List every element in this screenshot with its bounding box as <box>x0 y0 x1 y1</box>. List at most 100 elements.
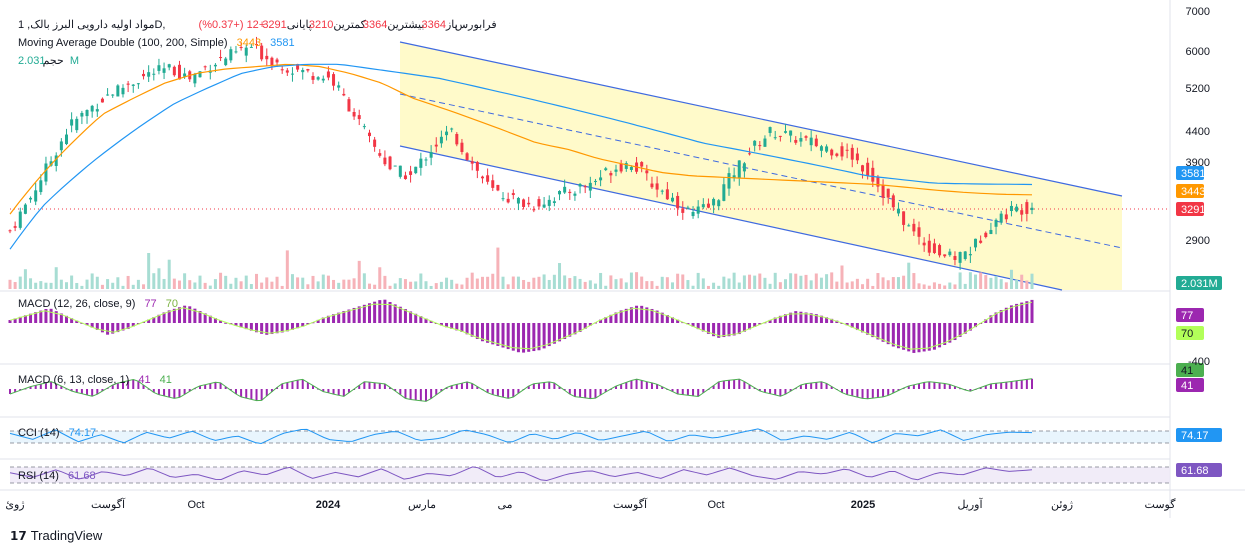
volume-bar <box>450 279 454 289</box>
volume-bar <box>522 279 526 289</box>
macd1-hist-bar <box>64 315 68 323</box>
volume-bar <box>280 285 284 289</box>
macd1-hist-bar <box>260 323 264 334</box>
macd1-hist-bar <box>568 323 572 337</box>
volume-legend[interactable]: حجم 2.031M <box>18 55 79 67</box>
macd2-hist-bar <box>260 389 263 401</box>
macd1-hist-bar <box>609 314 613 323</box>
volume-bar <box>1020 274 1024 289</box>
macd2-hist-bar <box>399 389 402 395</box>
macd1-hist-bar <box>701 323 705 332</box>
time-tick-label: ژوئ <box>5 499 24 511</box>
macd2-hist-bar <box>224 386 227 389</box>
volume-bar <box>126 275 130 289</box>
macd1-hist-bar <box>845 323 849 326</box>
rsi-pane[interactable] <box>9 466 1170 484</box>
time-tick-label: ژوئن <box>1051 499 1073 511</box>
macd2-hist-bar <box>661 386 664 389</box>
macd2-hist-bar <box>281 383 284 389</box>
macd1-hist-bar <box>671 317 675 323</box>
header-legend[interactable]: مواد اوليه دارويى البرز بالک, 1D, فرابور… <box>18 19 497 31</box>
macd2-hist-bar <box>142 385 145 389</box>
macd1-hist-bar <box>712 323 716 337</box>
volume-bar <box>932 282 936 289</box>
macd1-hist-bar <box>342 311 346 323</box>
volume-bar <box>219 272 223 289</box>
volume-bar <box>270 281 274 289</box>
volume-bar <box>681 274 685 289</box>
macd2-hist-bar <box>748 384 751 389</box>
macd1-hist-bar <box>527 323 531 352</box>
open-value: 3364 <box>421 19 445 31</box>
macd2-label: MACD (6, 13, close, 1) <box>18 374 129 386</box>
candle-body <box>116 85 120 97</box>
volume-bar <box>29 278 33 289</box>
macd2-hist-bar <box>50 381 53 389</box>
channel-lower-line[interactable] <box>399 145 1063 291</box>
candle-body <box>542 204 546 208</box>
macd2-hist-bar <box>1010 381 1013 389</box>
cci-legend[interactable]: CCI (14) 74.17 <box>18 427 96 439</box>
volume-bar <box>383 275 387 289</box>
candle-body <box>963 251 967 260</box>
candle-body <box>753 140 757 146</box>
macd1-hist-bar <box>994 312 998 323</box>
price-pane[interactable] <box>8 36 1171 291</box>
macd1-hist-bar <box>147 319 151 323</box>
macd1-hist-bar <box>629 307 633 323</box>
macd2-hist-bar <box>579 389 582 398</box>
ma-legend[interactable]: Moving Average Double (100, 200, Simple)… <box>18 37 295 49</box>
volume-bar <box>691 285 695 289</box>
candle-body <box>470 161 474 164</box>
macd1-legend[interactable]: MACD (12, 26, close, 9) 77 70 <box>18 298 178 310</box>
time-axis[interactable]: ژوئ آگوست Oct 2024 مارس می آگوست Oct 2025 آوریل ژو… <box>5 498 1176 511</box>
macd2-hist-bar <box>1020 380 1023 389</box>
macd2-pane[interactable] <box>9 378 1033 402</box>
macd1-axis-tick: -400 <box>1188 356 1210 368</box>
volume-bar <box>70 275 74 289</box>
macd1-hist-bar <box>830 318 834 323</box>
macd2-hist-bar <box>774 389 777 395</box>
axis-badge: 41 <box>1176 363 1204 377</box>
candle-body <box>177 64 181 80</box>
volume-bar <box>213 279 217 289</box>
volume-bar <box>275 276 279 289</box>
axis-badge: 74.17 <box>1176 428 1222 442</box>
volume-bar <box>819 277 823 289</box>
macd2-hist-bar <box>630 380 633 389</box>
macd1-hist-bar <box>234 323 238 326</box>
macd2-hist-bar <box>789 389 792 392</box>
volume-bar <box>1015 279 1019 289</box>
macd1-hist-bar <box>54 311 58 323</box>
volume-bar <box>573 276 577 289</box>
macd2-hist-bar <box>96 389 99 395</box>
macd2-hist-bar <box>296 380 299 389</box>
ma100-line[interactable] <box>9 63 1033 215</box>
macd2-hist-bar <box>301 379 304 389</box>
time-tick-label: آگوست <box>91 498 126 511</box>
macd1-pane[interactable] <box>8 299 1034 353</box>
rsi-legend[interactable]: RSI (14) 61.68 <box>18 470 96 482</box>
candle-body <box>49 161 53 166</box>
candle-body <box>147 72 151 77</box>
macd2-hist-bar <box>168 389 171 398</box>
candle-body <box>835 153 839 156</box>
candle-body <box>234 51 238 53</box>
volume-bar <box>455 283 459 289</box>
ma200-line[interactable] <box>9 63 1033 250</box>
macd1-signal-line <box>9 301 1033 350</box>
channel-upper-line[interactable] <box>399 41 1123 197</box>
volume-bar <box>671 282 675 289</box>
candle-body <box>814 138 818 147</box>
candle-body <box>347 99 351 112</box>
macd2-legend[interactable]: MACD (6, 13, close, 1) 41 41 <box>18 374 172 386</box>
brand-logo[interactable]: 𝟭𝟳 TradingView <box>10 528 102 543</box>
macd2-hist-bar <box>543 382 546 389</box>
volume-bar <box>403 279 407 289</box>
volume-bar <box>799 275 803 289</box>
cci-pane[interactable] <box>9 428 1170 445</box>
macd1-hist-bar <box>491 323 495 345</box>
volume-bar <box>593 283 597 289</box>
